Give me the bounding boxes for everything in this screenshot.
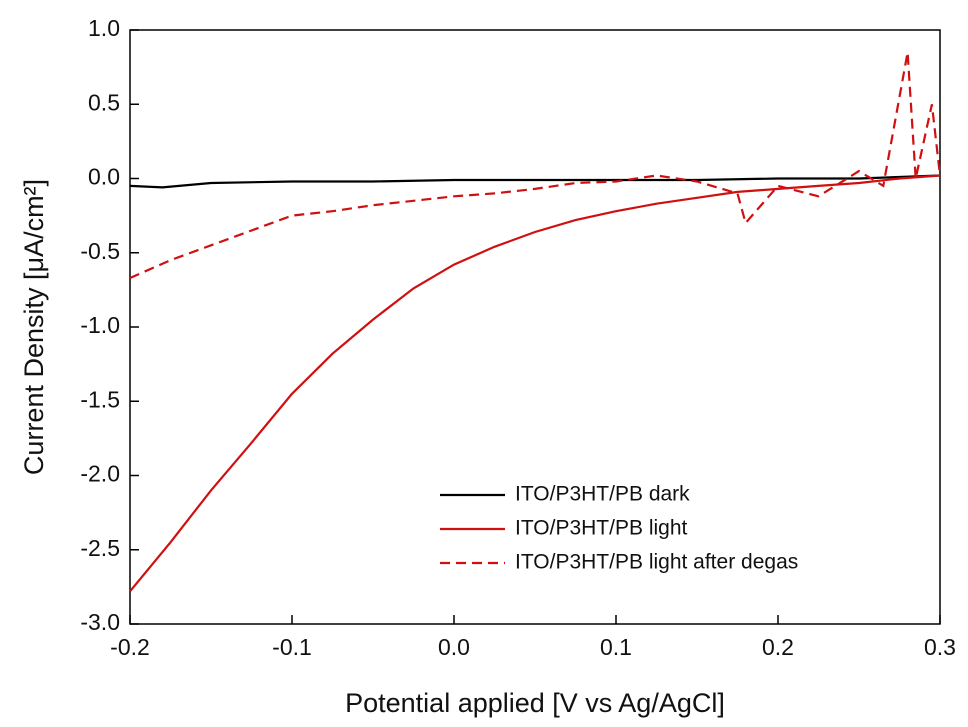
- legend-text: ITO/P3HT/PB dark: [515, 483, 690, 506]
- x-tick-label: 0.2: [762, 634, 794, 660]
- data-line: [129, 52, 942, 280]
- x-tick-label: -0.2: [110, 634, 150, 660]
- legend-text: ITO/P3HT/PB light after degas: [515, 551, 798, 574]
- y-axis-title: Current Density [μA/cm²]: [19, 179, 49, 475]
- data-line: [129, 174, 941, 593]
- legend-text: ITO/P3HT/PB light: [515, 517, 688, 540]
- y-tick-label: -1.0: [80, 312, 120, 338]
- y-tick-label: -1.5: [80, 386, 120, 412]
- data-line: [129, 174, 941, 189]
- y-tick-label: -2.5: [80, 535, 120, 561]
- y-tick-label: 0.5: [88, 89, 120, 115]
- y-tick-label: -0.5: [80, 238, 120, 264]
- y-tick-label: 0.0: [88, 164, 120, 190]
- y-tick-label: -2.0: [80, 461, 120, 487]
- x-tick-label: 0.1: [600, 634, 632, 660]
- x-tick-label: -0.1: [272, 634, 312, 660]
- y-tick-label: -3.0: [80, 609, 120, 635]
- x-tick-label: 0.0: [438, 634, 470, 660]
- x-tick-label: 0.3: [924, 634, 956, 660]
- x-axis-title: Potential applied [V vs Ag/AgCl]: [345, 688, 725, 718]
- y-tick-label: 1.0: [88, 15, 120, 41]
